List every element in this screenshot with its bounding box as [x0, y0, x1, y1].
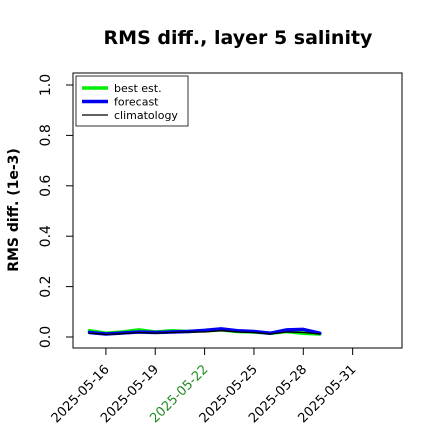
chart-title: RMS diff., layer 5 salinity: [104, 27, 374, 49]
plot-frame: [72, 72, 403, 349]
x-axis: 2025-05-162025-05-192025-05-222025-05-25…: [49, 348, 359, 426]
legend-label: climatology: [114, 109, 178, 122]
series-layer: [87, 327, 322, 336]
y-axis-label: RMS diff. (1e-3): [6, 148, 22, 272]
y-axis: 0.0 0.2 0.4 0.6 0.8 1.0: [38, 74, 73, 348]
y-tick-label: 1.0: [38, 74, 54, 96]
y-tick-label: 0.6: [38, 175, 54, 197]
legend-label: forecast: [114, 96, 159, 109]
y-tick-label: 0.8: [38, 124, 54, 146]
y-tick-label: 0.4: [38, 225, 54, 247]
legend-label: best est.: [114, 82, 162, 95]
y-tick-label: 0.2: [38, 275, 54, 297]
series-line: [88, 330, 321, 336]
y-tick-label: 0.0: [38, 326, 54, 348]
